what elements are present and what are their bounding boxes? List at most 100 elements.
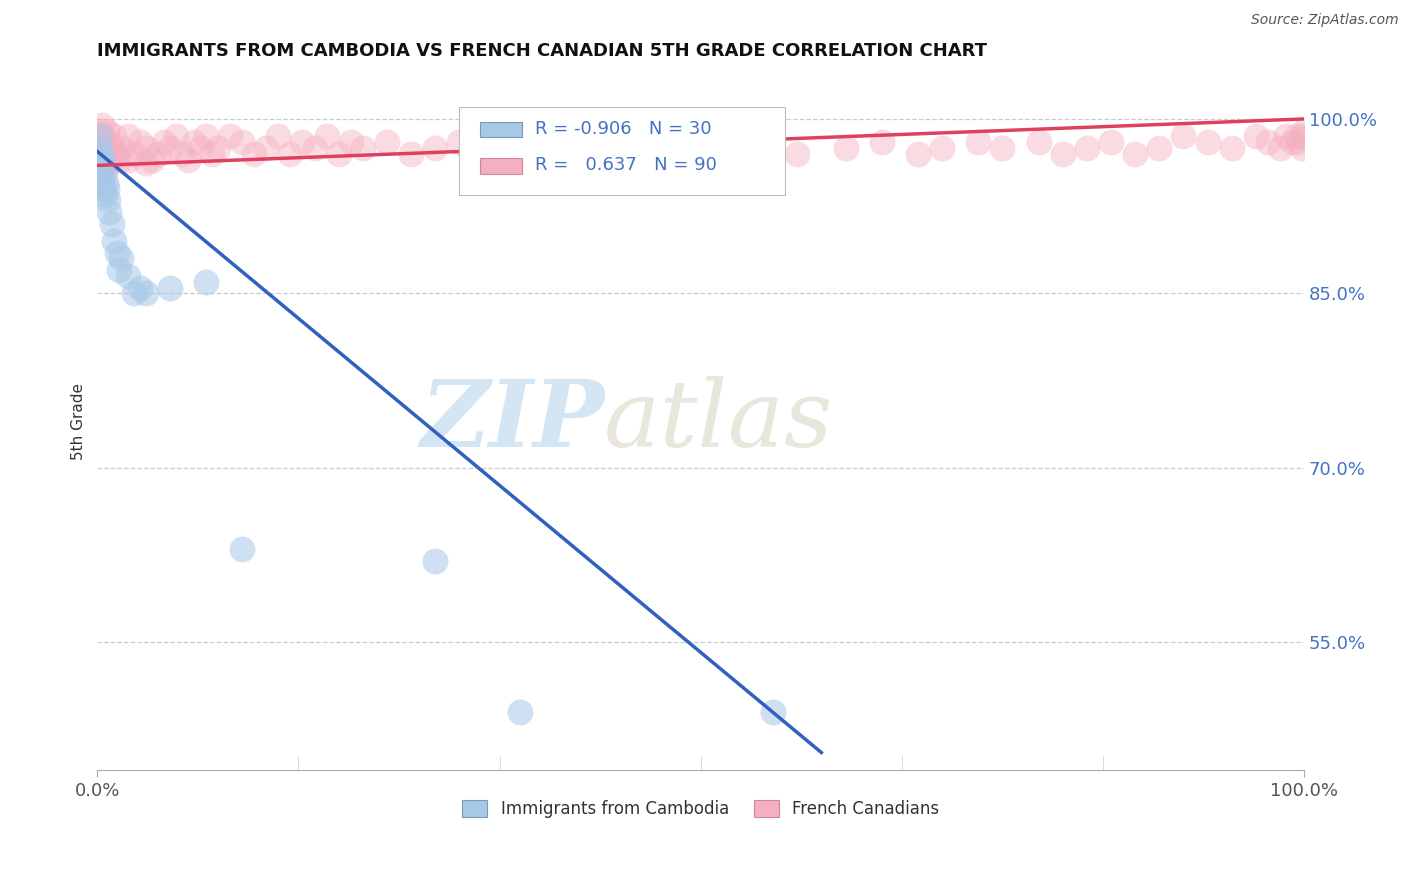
Point bbox=[89, 158, 111, 172]
Point bbox=[1052, 146, 1074, 161]
Point bbox=[689, 141, 711, 155]
Point bbox=[117, 129, 139, 144]
Point bbox=[749, 129, 772, 144]
Point bbox=[569, 146, 592, 161]
Point bbox=[1197, 135, 1219, 149]
Point bbox=[425, 141, 447, 155]
Point bbox=[93, 135, 115, 149]
Point bbox=[1076, 141, 1098, 155]
Point bbox=[194, 129, 217, 144]
Text: Source: ZipAtlas.com: Source: ZipAtlas.com bbox=[1251, 13, 1399, 28]
Point bbox=[91, 161, 114, 175]
Point bbox=[201, 146, 224, 161]
Point bbox=[207, 141, 229, 155]
Point bbox=[93, 164, 115, 178]
Point bbox=[93, 146, 115, 161]
Point bbox=[91, 118, 114, 132]
Text: R = -0.906   N = 30: R = -0.906 N = 30 bbox=[536, 120, 711, 138]
Point bbox=[425, 554, 447, 568]
Point bbox=[231, 542, 253, 557]
Point bbox=[1285, 129, 1308, 144]
Point bbox=[665, 146, 688, 161]
Point bbox=[108, 153, 131, 167]
Point bbox=[110, 141, 132, 155]
Point bbox=[94, 176, 117, 190]
Point bbox=[90, 170, 112, 185]
Point bbox=[177, 153, 200, 167]
Point bbox=[267, 129, 290, 144]
Point bbox=[1149, 141, 1171, 155]
Point bbox=[315, 129, 337, 144]
Point bbox=[628, 135, 651, 149]
Point bbox=[1292, 129, 1315, 144]
Point bbox=[117, 268, 139, 283]
Point bbox=[1123, 146, 1146, 161]
Point bbox=[1220, 141, 1243, 155]
Text: atlas: atlas bbox=[605, 376, 834, 467]
Point bbox=[1257, 135, 1279, 149]
Point bbox=[254, 141, 277, 155]
Point bbox=[128, 135, 150, 149]
Point bbox=[122, 146, 145, 161]
Point bbox=[104, 149, 127, 163]
Point bbox=[165, 129, 187, 144]
Point bbox=[375, 135, 398, 149]
Point bbox=[159, 141, 181, 155]
Point bbox=[91, 176, 114, 190]
Point bbox=[907, 146, 929, 161]
Point bbox=[1268, 141, 1291, 155]
Point bbox=[472, 146, 495, 161]
Point bbox=[967, 135, 990, 149]
Point bbox=[128, 280, 150, 294]
Point bbox=[101, 141, 124, 155]
Point bbox=[103, 129, 125, 144]
Point bbox=[93, 187, 115, 202]
Point bbox=[219, 129, 242, 144]
Point bbox=[141, 153, 163, 167]
Point bbox=[93, 158, 115, 172]
Point bbox=[1244, 129, 1267, 144]
Text: ZIP: ZIP bbox=[420, 376, 605, 467]
Point bbox=[103, 234, 125, 248]
Point bbox=[352, 141, 374, 155]
Point bbox=[605, 141, 627, 155]
Point bbox=[194, 275, 217, 289]
Point bbox=[183, 135, 205, 149]
Bar bbox=[479, 122, 522, 137]
Point bbox=[1275, 129, 1298, 144]
Point bbox=[1294, 123, 1316, 137]
Point bbox=[834, 141, 856, 155]
Point bbox=[304, 141, 326, 155]
Text: IMMIGRANTS FROM CAMBODIA VS FRENCH CANADIAN 5TH GRADE CORRELATION CHART: IMMIGRANTS FROM CAMBODIA VS FRENCH CANAD… bbox=[97, 42, 987, 60]
Point bbox=[89, 170, 111, 185]
Point bbox=[117, 153, 139, 167]
Point bbox=[110, 252, 132, 266]
Point bbox=[90, 129, 112, 144]
Point bbox=[231, 135, 253, 149]
Point bbox=[509, 705, 531, 719]
Point bbox=[94, 141, 117, 155]
Point bbox=[544, 135, 567, 149]
Point bbox=[96, 123, 118, 137]
Point bbox=[91, 153, 114, 167]
Point bbox=[135, 156, 157, 170]
Point bbox=[152, 135, 174, 149]
Point bbox=[96, 182, 118, 196]
Point bbox=[89, 123, 111, 137]
Point bbox=[105, 146, 128, 161]
Point bbox=[159, 280, 181, 294]
Point bbox=[1028, 135, 1050, 149]
Point bbox=[122, 286, 145, 301]
Point bbox=[291, 135, 314, 149]
Point bbox=[87, 141, 110, 155]
Point bbox=[135, 286, 157, 301]
Point bbox=[243, 146, 266, 161]
Point bbox=[146, 146, 169, 161]
Point bbox=[105, 245, 128, 260]
Point bbox=[786, 146, 808, 161]
Point bbox=[101, 217, 124, 231]
Point bbox=[328, 146, 350, 161]
Point bbox=[1099, 135, 1122, 149]
Point bbox=[188, 141, 211, 155]
Bar bbox=[479, 158, 522, 174]
